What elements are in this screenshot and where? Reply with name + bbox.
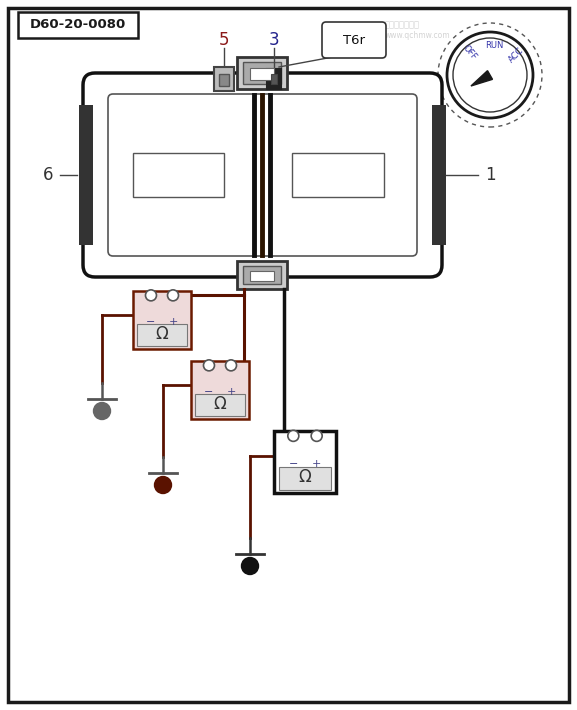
Bar bbox=[191, 361, 249, 419]
Bar bbox=[243, 62, 281, 84]
Text: T6r: T6r bbox=[343, 33, 365, 46]
Text: Ω: Ω bbox=[156, 325, 168, 343]
Circle shape bbox=[311, 430, 322, 442]
Bar bbox=[18, 12, 138, 38]
Circle shape bbox=[226, 360, 237, 371]
Bar bbox=[214, 67, 234, 91]
Text: −: − bbox=[288, 459, 298, 469]
Bar bbox=[250, 68, 274, 80]
Bar bbox=[133, 291, 191, 349]
Bar bbox=[133, 153, 224, 197]
Bar bbox=[292, 153, 384, 197]
FancyBboxPatch shape bbox=[322, 22, 386, 58]
Text: 1: 1 bbox=[485, 166, 495, 184]
FancyBboxPatch shape bbox=[108, 94, 417, 256]
Text: +: + bbox=[312, 459, 321, 469]
Circle shape bbox=[242, 557, 258, 574]
Polygon shape bbox=[471, 71, 493, 86]
Text: ACC: ACC bbox=[507, 45, 525, 65]
Bar bbox=[279, 466, 331, 490]
FancyBboxPatch shape bbox=[83, 73, 442, 277]
Text: −: − bbox=[204, 387, 213, 397]
Text: D60-20-0080: D60-20-0080 bbox=[30, 18, 126, 31]
Text: +: + bbox=[168, 317, 178, 327]
Bar bbox=[137, 324, 186, 346]
Text: 6: 6 bbox=[43, 166, 53, 184]
Circle shape bbox=[288, 430, 299, 442]
Bar bbox=[219, 74, 229, 86]
Bar bbox=[271, 74, 277, 84]
Bar bbox=[250, 271, 274, 281]
Text: −: − bbox=[147, 317, 156, 327]
Circle shape bbox=[145, 290, 156, 301]
Circle shape bbox=[204, 360, 215, 371]
Bar bbox=[79, 105, 93, 245]
Circle shape bbox=[155, 476, 171, 493]
Text: 汽车维修技术网: 汽车维修技术网 bbox=[385, 21, 420, 30]
Bar bbox=[274, 431, 336, 493]
Circle shape bbox=[93, 403, 111, 420]
Text: 3: 3 bbox=[269, 31, 279, 49]
Circle shape bbox=[167, 290, 178, 301]
Text: www.qchmw.com: www.qchmw.com bbox=[385, 31, 451, 40]
Circle shape bbox=[447, 32, 533, 118]
Bar bbox=[237, 57, 287, 89]
Text: Ω: Ω bbox=[299, 468, 312, 486]
Bar bbox=[432, 105, 446, 245]
Text: +: + bbox=[226, 387, 236, 397]
Text: OFF: OFF bbox=[461, 44, 479, 62]
Bar bbox=[237, 261, 287, 289]
Text: 5: 5 bbox=[219, 31, 229, 49]
Bar bbox=[267, 69, 281, 89]
Bar bbox=[243, 266, 281, 284]
Text: Ω: Ω bbox=[213, 395, 226, 413]
Bar bbox=[196, 394, 245, 416]
Text: RUN: RUN bbox=[485, 40, 503, 50]
